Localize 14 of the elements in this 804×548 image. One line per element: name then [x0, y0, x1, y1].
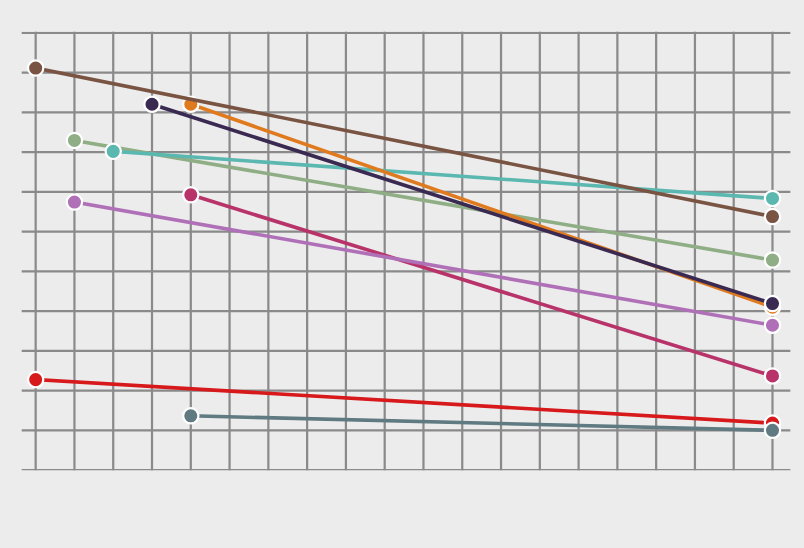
point: [65, 131, 84, 150]
point: [143, 95, 161, 113]
point: [182, 407, 200, 425]
point: [763, 421, 782, 440]
point: [26, 370, 45, 389]
point: [763, 367, 782, 385]
point: [763, 251, 782, 269]
point: [763, 189, 782, 208]
point: [26, 59, 45, 77]
point: [65, 193, 84, 211]
point: [763, 316, 782, 335]
point: [104, 142, 122, 161]
point: [182, 186, 200, 204]
point: [763, 207, 782, 226]
